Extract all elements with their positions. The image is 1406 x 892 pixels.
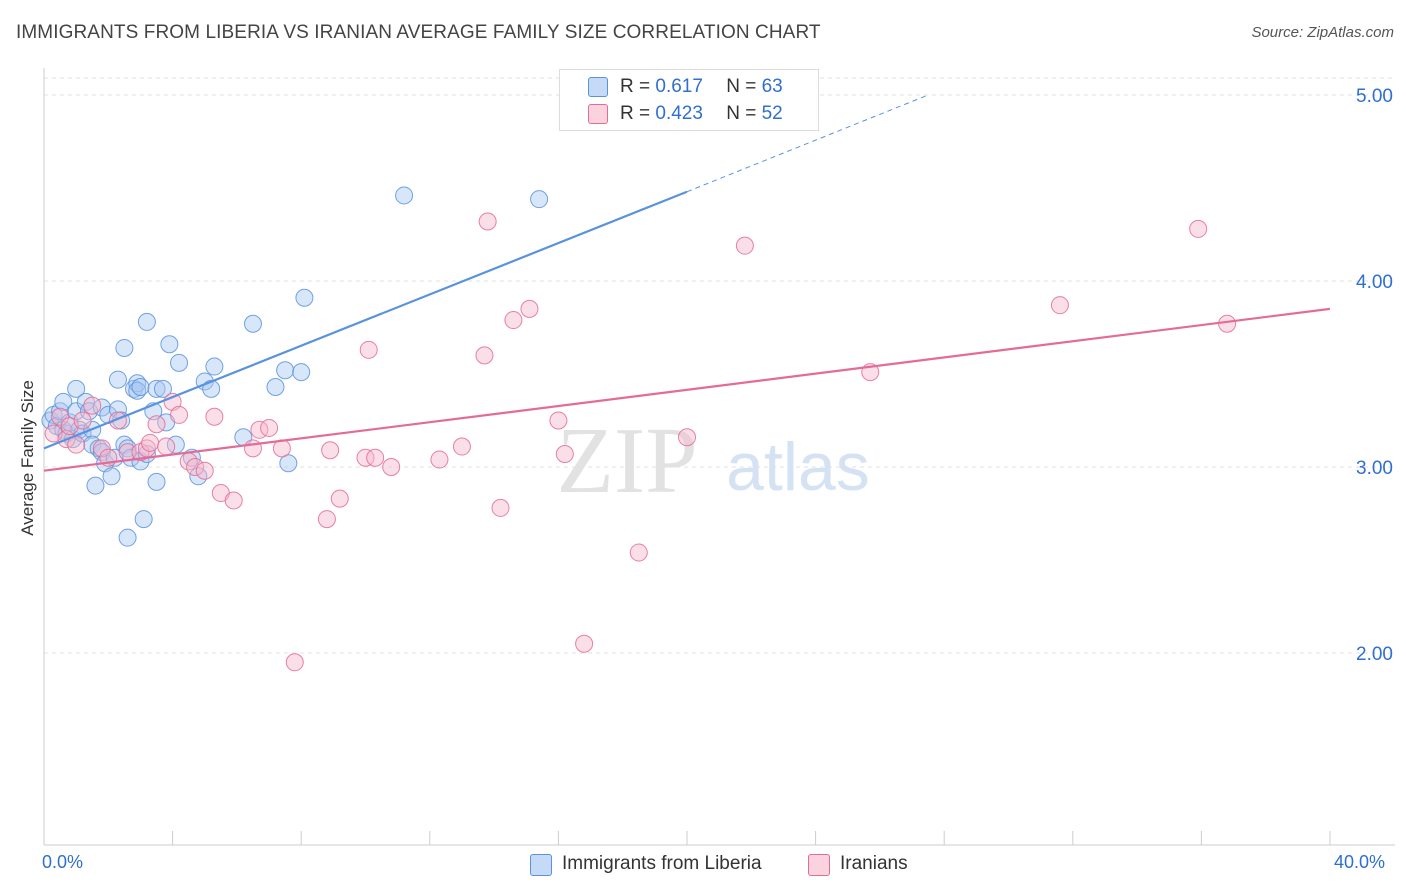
legend-swatch-iranians (588, 104, 608, 124)
point-iranians (224, 491, 243, 510)
trendline-liberia-extension (686, 94, 929, 193)
watermark-atlas: atlas (726, 429, 870, 505)
r-label: R = (620, 103, 651, 124)
point-iranians (317, 510, 336, 529)
point-iranians (186, 458, 205, 476)
point-liberia (137, 312, 156, 331)
point-iranians (382, 458, 401, 476)
axes (43, 68, 1395, 846)
point-liberia (153, 379, 172, 398)
chart-title: IMMIGRANTS FROM LIBERIA VS IRANIAN AVERA… (16, 22, 821, 43)
point-liberia (147, 472, 166, 491)
point-liberia (67, 402, 86, 421)
point-liberia (295, 288, 314, 307)
point-iranians (73, 411, 92, 430)
point-iranians (51, 407, 70, 426)
point-iranians (478, 212, 497, 231)
y-tick-label: 5.00 (1356, 86, 1393, 107)
legend-label-liberia: Immigrants from Liberia (562, 853, 762, 874)
point-iranians (430, 450, 449, 469)
point-iranians (735, 236, 754, 255)
point-liberia (205, 357, 224, 376)
point-liberia (292, 363, 311, 382)
point-iranians (359, 340, 378, 359)
point-iranians (92, 439, 111, 458)
trendline-liberia (43, 190, 688, 450)
point-iranians (321, 441, 340, 460)
point-liberia (67, 379, 86, 398)
n-label: N = (726, 76, 757, 97)
point-iranians (205, 407, 224, 426)
point-iranians (452, 437, 471, 456)
point-iranians (356, 448, 375, 467)
point-iranians (366, 448, 385, 467)
legend-swatch-liberia (588, 77, 608, 97)
r-value-iranians: 0.423 (655, 103, 703, 124)
source-label: Source: ZipAtlas.com (1251, 24, 1394, 41)
point-iranians (555, 444, 574, 463)
point-liberia (530, 190, 549, 209)
point-liberia (266, 378, 285, 397)
trendline-iranians (43, 307, 1331, 472)
point-iranians (678, 428, 696, 447)
point-iranians (491, 498, 510, 517)
x-tick-label-max: 40.0% (1334, 852, 1386, 872)
point-liberia (125, 379, 144, 398)
point-liberia (147, 379, 166, 398)
y-tick-label: 3.00 (1356, 458, 1393, 479)
point-liberia (202, 379, 221, 398)
correlation-legend: R = 0.617 N = 63 R = 0.423 N = 52 (559, 69, 819, 131)
point-iranians (1218, 314, 1237, 333)
point-iranians (1189, 219, 1208, 238)
x-tick-label-min: 0.0% (42, 852, 84, 872)
n-label: N = (726, 103, 757, 124)
point-iranians (141, 433, 160, 452)
point-iranians (475, 346, 494, 365)
watermark: ZIP atlas (557, 409, 870, 513)
point-iranians (629, 543, 648, 562)
y-tick-labels: 2.00 3.00 4.00 5.00 (1356, 86, 1393, 665)
point-iranians (83, 396, 102, 415)
point-iranians (243, 439, 262, 458)
point-iranians (157, 437, 176, 456)
point-liberia (134, 510, 153, 529)
y-axis-label: Average Family Size (18, 380, 37, 536)
point-iranians (575, 634, 594, 653)
point-iranians (285, 653, 304, 672)
point-iranians (549, 411, 568, 430)
point-liberia (160, 335, 179, 354)
r-label: R = (620, 76, 651, 97)
point-liberia (279, 454, 298, 473)
point-iranians (1050, 296, 1069, 315)
point-liberia (243, 314, 262, 333)
point-iranians (170, 405, 189, 424)
point-iranians (147, 415, 166, 434)
point-liberia (102, 467, 121, 486)
point-liberia (86, 476, 105, 495)
point-liberia (395, 186, 414, 205)
point-iranians (504, 311, 523, 330)
y-tick-label: 4.00 (1356, 272, 1393, 293)
legend-swatch-iranians (808, 854, 830, 876)
point-liberia (131, 378, 150, 397)
point-liberia (118, 528, 137, 547)
point-liberia (115, 338, 134, 357)
point-liberia (54, 392, 73, 411)
point-liberia (108, 370, 127, 389)
r-value-liberia: 0.617 (655, 76, 703, 97)
n-value-iranians: 52 (761, 103, 783, 124)
point-iranians (520, 299, 539, 318)
point-liberia (276, 361, 295, 380)
legend-label-iranians: Iranians (840, 853, 908, 874)
point-liberia (170, 353, 189, 372)
point-iranians (195, 461, 214, 480)
point-iranians (260, 418, 279, 437)
legend-swatch-liberia (530, 854, 552, 876)
watermark-zip: ZIP (557, 409, 698, 513)
gridlines (44, 77, 1395, 654)
n-value-liberia: 63 (761, 76, 783, 97)
point-iranians (330, 489, 349, 508)
y-tick-label: 2.00 (1356, 644, 1393, 665)
